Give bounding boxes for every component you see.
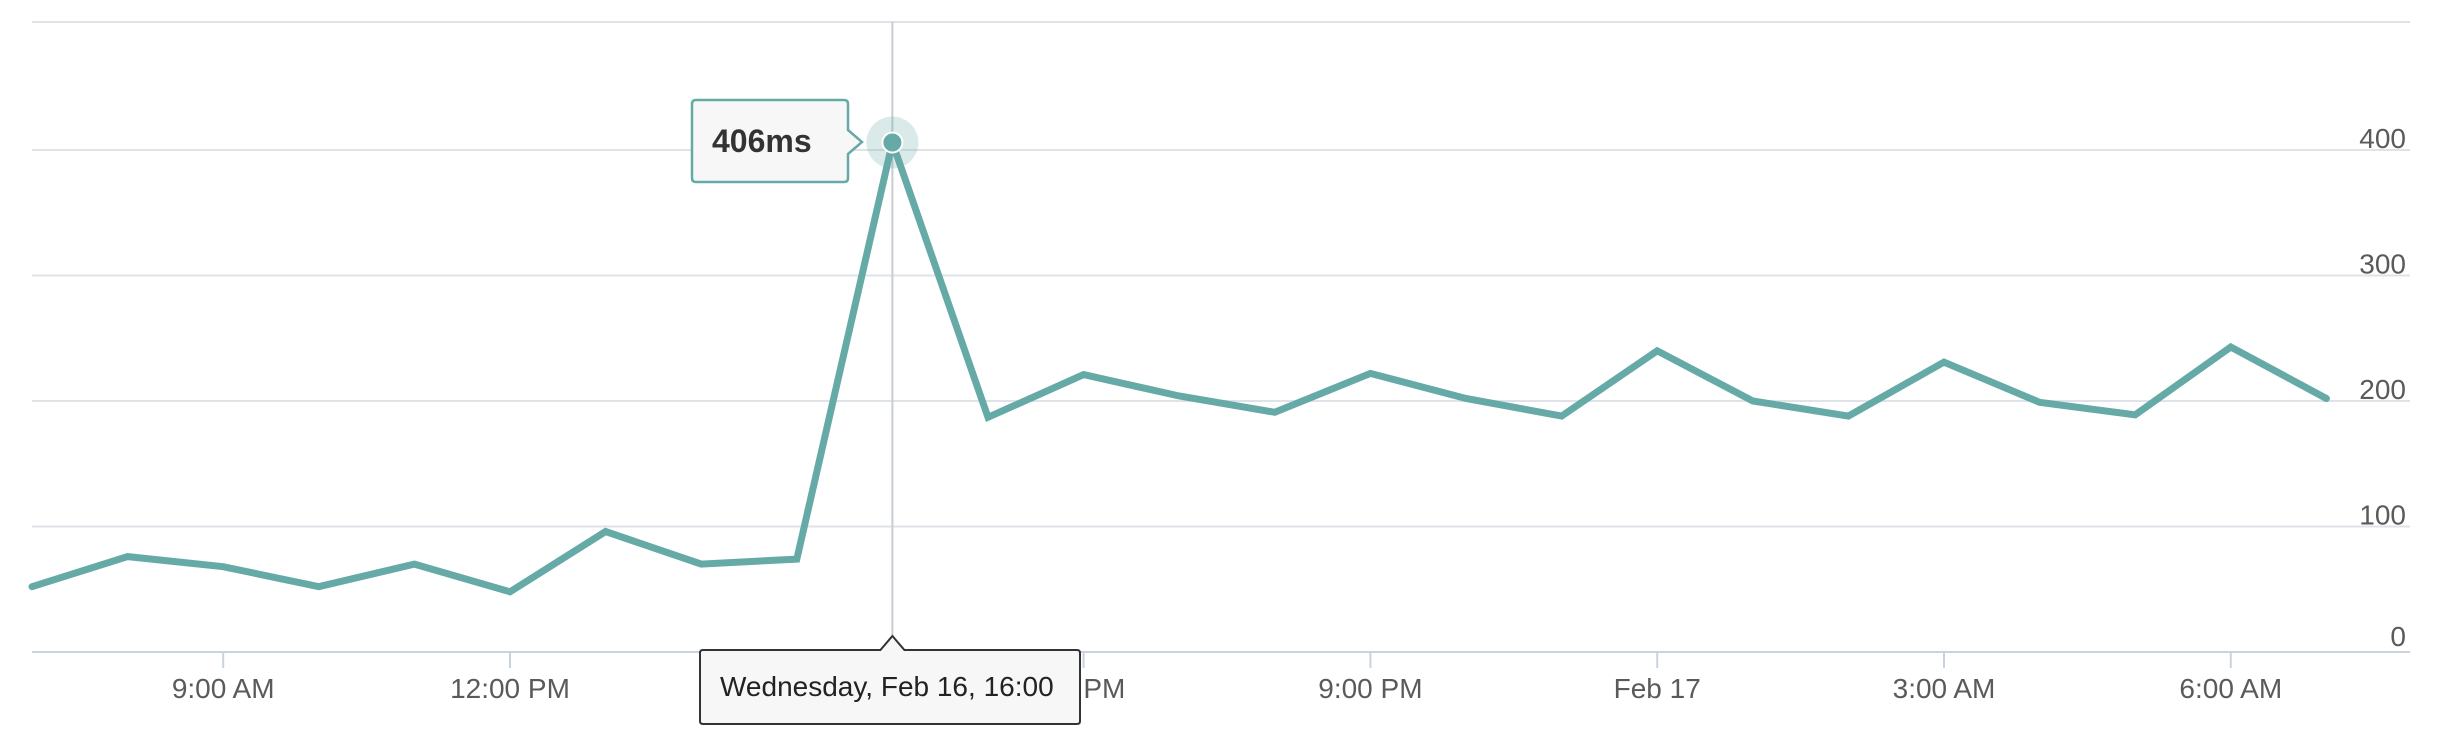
x-tick-label-5: 3:00 AM [1893, 673, 1996, 704]
x-tick-label-3: 9:00 PM [1318, 673, 1422, 704]
y-tick-label-400: 400 [2359, 123, 2406, 154]
hover-marker[interactable] [881, 131, 904, 154]
date-tooltip-box [699, 634, 1081, 725]
value-tooltip-box [690, 98, 864, 184]
y-tick-label-100: 100 [2359, 500, 2406, 531]
y-tick-label-0: 0 [2390, 621, 2406, 652]
x-tick-label-4: Feb 17 [1614, 673, 1701, 704]
x-tick-label-0: 9:00 AM [172, 673, 275, 704]
x-tick-label-1: 12:00 PM [450, 673, 570, 704]
y-tick-label-300: 300 [2359, 249, 2406, 280]
grid-layer [32, 21, 2410, 652]
x-tick-label-6: 6:00 AM [2179, 673, 2282, 704]
tooltip-layer: 406ms Wednesday, Feb 16, 16:00 [690, 98, 1081, 725]
date-tooltip-label: Wednesday, Feb 16, 16:00 [720, 671, 1054, 702]
x-axis: 9:00 AM 12:00 PM 9:00 PM Feb 17 3:00 AM 6:00 … [32, 651, 2410, 704]
series-line [28, 129, 2330, 596]
series-layer [28, 129, 2330, 596]
y-axis-labels: 0 100 200 300 400 [2359, 123, 2406, 652]
y-tick-label-200: 200 [2359, 374, 2406, 405]
value-tooltip-label: 406ms [712, 123, 812, 159]
